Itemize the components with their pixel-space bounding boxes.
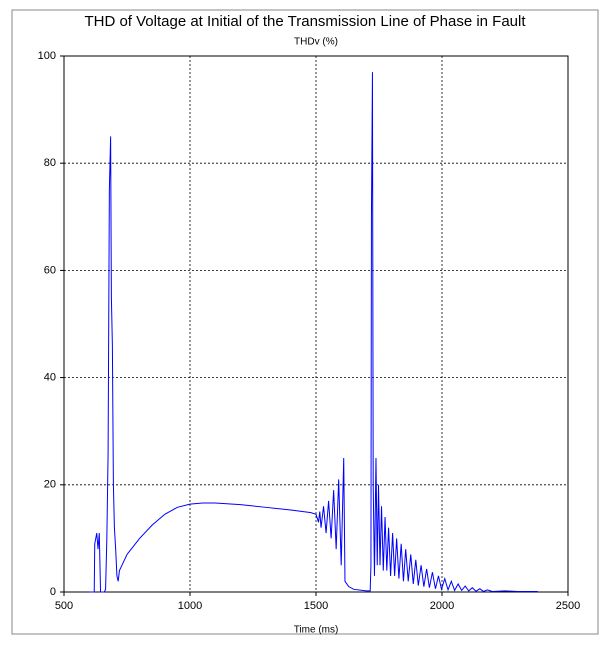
y-tick-label: 40 [44,372,56,384]
y-axis-label: THDv (%) [294,37,338,48]
chart-title: THD of Voltage at Initial of the Transmi… [84,13,526,30]
x-tick-label: 1000 [178,600,202,612]
plot-border [63,55,569,593]
y-tick-label: 100 [38,50,56,62]
x-tick-label: 2000 [430,600,454,612]
y-tick-label: 80 [44,157,56,169]
data-line [89,72,538,593]
frame [11,9,599,635]
x-tick-label: 1500 [304,600,328,612]
y-tick-label: 20 [44,479,56,491]
x-axis-label: Time (ms) [294,625,339,636]
x-tick-label: 500 [55,600,73,612]
y-tick-label: 0 [50,586,56,598]
y-tick-label: 60 [44,264,56,276]
x-tick-label: 2500 [556,600,580,612]
